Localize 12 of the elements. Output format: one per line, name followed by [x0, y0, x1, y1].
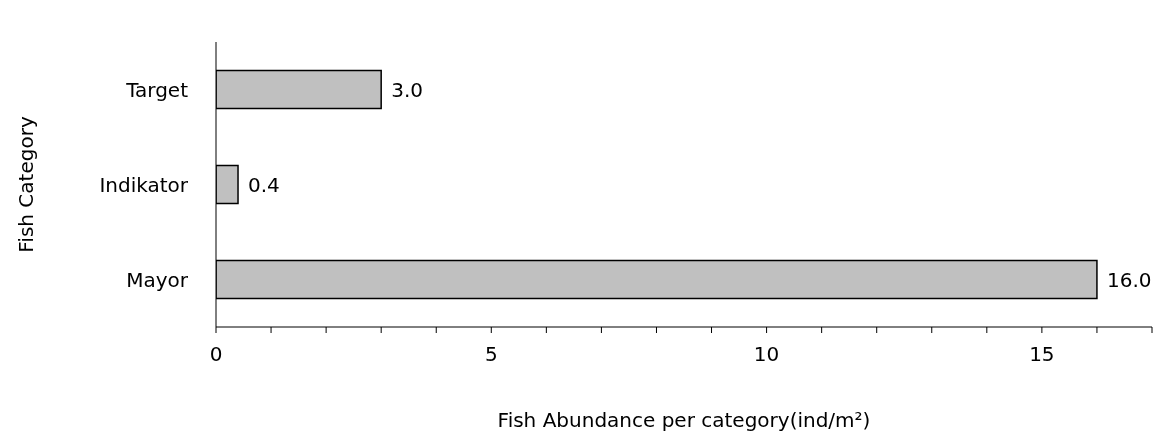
x-tick-label: 15 — [1029, 342, 1055, 367]
y-axis-title: Fish Category — [14, 116, 39, 253]
y-tick-label: Target — [125, 77, 189, 102]
data-label: 3.0 — [391, 77, 423, 102]
x-tick-label: 10 — [753, 342, 780, 367]
x-tick-label: 0 — [209, 342, 223, 367]
y-tick-label: Mayor — [126, 267, 189, 292]
data-label: 0.4 — [248, 172, 280, 197]
y-tick-label: Indikator — [99, 172, 189, 197]
x-axis-title: Fish Abundance per category(ind/m²) — [497, 408, 871, 432]
x-tick-label: 5 — [484, 342, 498, 367]
data-label: 16.0 — [1106, 267, 1152, 292]
